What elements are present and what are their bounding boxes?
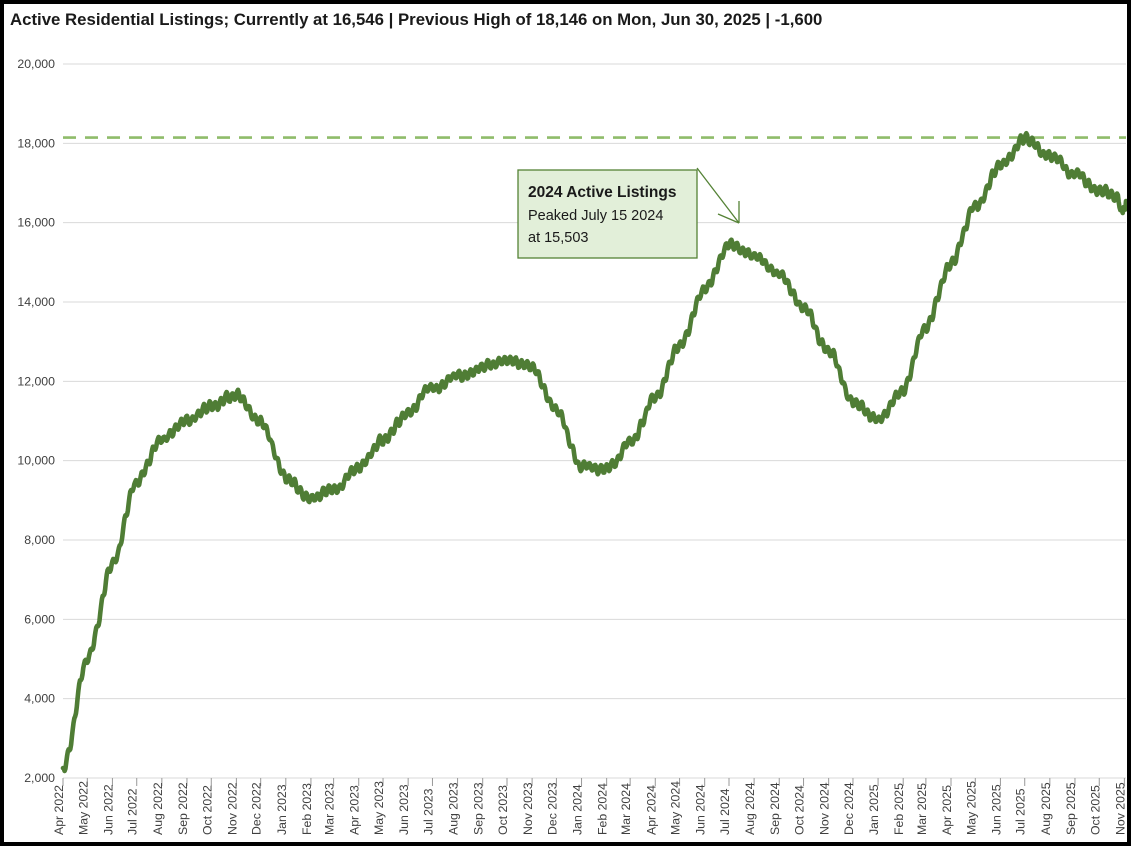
svg-text:May 2025: May 2025 [964, 781, 978, 835]
svg-text:Jan 2023: Jan 2023 [275, 784, 289, 835]
svg-text:Jul 2025: Jul 2025 [1014, 788, 1028, 835]
svg-text:Nov 2022: Nov 2022 [225, 782, 239, 835]
svg-text:Apr 2025: Apr 2025 [940, 785, 954, 835]
svg-text:Aug 2022: Aug 2022 [151, 782, 165, 835]
svg-text:Jan 2025: Jan 2025 [867, 784, 881, 835]
svg-text:Jun 2025: Jun 2025 [989, 784, 1003, 835]
svg-text:Oct 2024: Oct 2024 [793, 785, 807, 835]
svg-text:Apr 2024: Apr 2024 [644, 785, 658, 835]
svg-text:May 2023: May 2023 [372, 781, 386, 835]
svg-text:Dec 2024: Dec 2024 [842, 782, 856, 835]
svg-text:Oct 2023: Oct 2023 [496, 785, 510, 835]
svg-text:May 2022: May 2022 [76, 781, 90, 835]
svg-text:Jun 2024: Jun 2024 [694, 784, 708, 835]
svg-text:Jul 2023: Jul 2023 [421, 788, 435, 835]
svg-text:Jan 2024: Jan 2024 [571, 784, 585, 835]
svg-text:20,000: 20,000 [17, 57, 55, 71]
svg-text:Feb 2023: Feb 2023 [300, 783, 314, 835]
svg-text:Nov 2023: Nov 2023 [521, 782, 535, 835]
svg-text:Sep 2023: Sep 2023 [472, 782, 486, 835]
svg-text:8,000: 8,000 [24, 533, 55, 547]
svg-text:14,000: 14,000 [17, 295, 55, 309]
svg-text:4,000: 4,000 [24, 692, 55, 706]
svg-text:Apr 2023: Apr 2023 [348, 785, 362, 835]
svg-text:16,000: 16,000 [17, 216, 55, 230]
svg-text:Aug 2024: Aug 2024 [743, 782, 757, 835]
svg-text:2024 Active Listings: 2024 Active Listings [528, 184, 676, 201]
svg-text:Jul 2022: Jul 2022 [126, 788, 140, 835]
svg-text:Jun 2022: Jun 2022 [101, 784, 115, 835]
svg-text:Oct 2022: Oct 2022 [200, 785, 214, 835]
svg-text:10,000: 10,000 [17, 454, 55, 468]
svg-text:Apr 2022: Apr 2022 [52, 785, 66, 835]
svg-text:Aug 2025: Aug 2025 [1039, 782, 1053, 835]
svg-text:6,000: 6,000 [24, 612, 55, 626]
svg-text:Feb 2025: Feb 2025 [892, 783, 906, 835]
svg-text:2,000: 2,000 [24, 771, 55, 785]
svg-text:Sep 2024: Sep 2024 [768, 782, 782, 835]
svg-text:18,000: 18,000 [17, 136, 55, 150]
svg-text:Dec 2023: Dec 2023 [545, 782, 559, 835]
svg-text:Feb 2024: Feb 2024 [596, 783, 610, 835]
svg-text:at 15,503: at 15,503 [528, 230, 588, 246]
svg-text:Nov 2024: Nov 2024 [818, 782, 832, 835]
svg-text:Nov 2025: Nov 2025 [1113, 782, 1127, 835]
svg-text:Sep 2025: Sep 2025 [1064, 782, 1078, 835]
svg-text:Jun 2023: Jun 2023 [397, 784, 411, 835]
svg-text:Mar 2023: Mar 2023 [323, 783, 337, 835]
svg-text:Aug 2023: Aug 2023 [447, 782, 461, 835]
svg-text:Dec 2022: Dec 2022 [250, 782, 264, 835]
svg-text:Jul 2024: Jul 2024 [718, 788, 732, 835]
svg-text:12,000: 12,000 [17, 374, 55, 388]
svg-text:May 2024: May 2024 [669, 781, 683, 835]
svg-text:Peaked July 15 2024: Peaked July 15 2024 [528, 208, 663, 224]
svg-text:Sep 2022: Sep 2022 [176, 782, 190, 835]
svg-text:Mar 2024: Mar 2024 [619, 783, 633, 835]
svg-text:Mar 2025: Mar 2025 [915, 783, 929, 835]
svg-text:Oct 2025: Oct 2025 [1088, 785, 1102, 835]
